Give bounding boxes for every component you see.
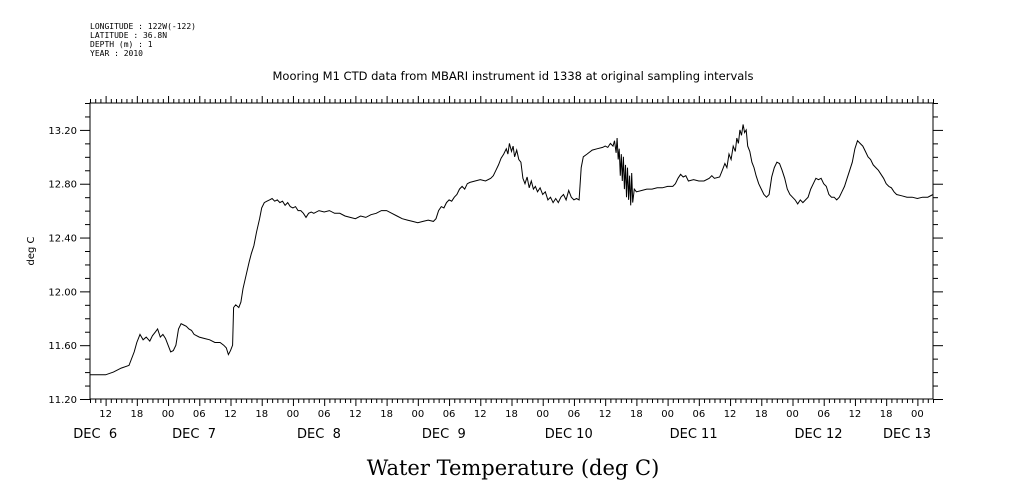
y-axis: 11.20 11.60 12.00 12.40 12.80 13.20 [48,126,77,406]
y-tick-label: 12.00 [48,287,77,298]
x-hour-label: 06 [817,409,830,420]
temperature-line [90,124,934,376]
x-hour-label: 18 [505,409,518,420]
x-hour-label: 00 [661,409,674,420]
y-tick-label: 11.60 [48,341,77,352]
x-hour-label: 18 [880,409,893,420]
x-hour-label: 12 [99,409,112,420]
x-day-label: DEC 9 [422,427,466,442]
x-hour-label: 12 [724,409,737,420]
x-hour-label: 00 [786,409,799,420]
x-hour-label: 06 [318,409,331,420]
metadata-block: LONGITUDE : 122W(-122) LATITUDE : 36.8N … [90,22,196,58]
x-hour-label: 00 [411,409,424,420]
x-hour-label: 12 [599,409,612,420]
y-axis-label: deg C [26,236,37,265]
x-hour-label: 06 [443,409,456,420]
x-hour-label: 12 [474,409,487,420]
x-hour-label: 12 [224,409,237,420]
x-axis: 12 18 00 06 12 18 00 06 12 18 00 06 12 18 00 06 12 18 00 06… [73,409,931,442]
x-day-label: DEC 7 [172,427,216,442]
x-day-label: DEC 11 [670,427,718,442]
chart-title: Mooring M1 CTD data from MBARI instrumen… [273,69,754,83]
x-hour-label: 00 [162,409,175,420]
depth-text: DEPTH (m) : 1 [90,40,153,49]
x-hour-label: 06 [193,409,206,420]
x-day-label: DEC 13 [883,427,931,442]
plot-frame [89,102,934,400]
x-day-label: DEC 12 [795,427,843,442]
y-tick-label: 13.20 [48,126,77,137]
x-hour-label: 00 [911,409,924,420]
x-hour-label: 18 [380,409,393,420]
y-tick-label: 12.80 [48,180,77,191]
x-hour-label: 18 [755,409,768,420]
axis-ticks [80,96,943,406]
y-tick-label: 11.20 [48,395,77,406]
x-hour-label: 00 [536,409,549,420]
x-hour-label: 18 [630,409,643,420]
x-day-label: DEC 8 [297,427,341,442]
longitude-text: LONGITUDE : 122W(-122) [90,22,196,31]
x-hour-label: 12 [849,409,862,420]
y-tick-label: 12.40 [48,234,77,245]
x-day-label: DEC 10 [545,427,593,442]
x-hour-label: 00 [287,409,300,420]
x-hour-label: 06 [568,409,581,420]
x-hour-label: 12 [349,409,362,420]
x-hour-label: 18 [255,409,268,420]
x-hour-label: 06 [692,409,705,420]
x-axis-label: Water Temperature (deg C) [367,456,660,480]
x-hour-label: 18 [130,409,143,420]
year-text: YEAR : 2010 [90,49,143,58]
x-day-label: DEC 6 [73,427,117,442]
latitude-text: LATITUDE : 36.8N [90,31,168,40]
